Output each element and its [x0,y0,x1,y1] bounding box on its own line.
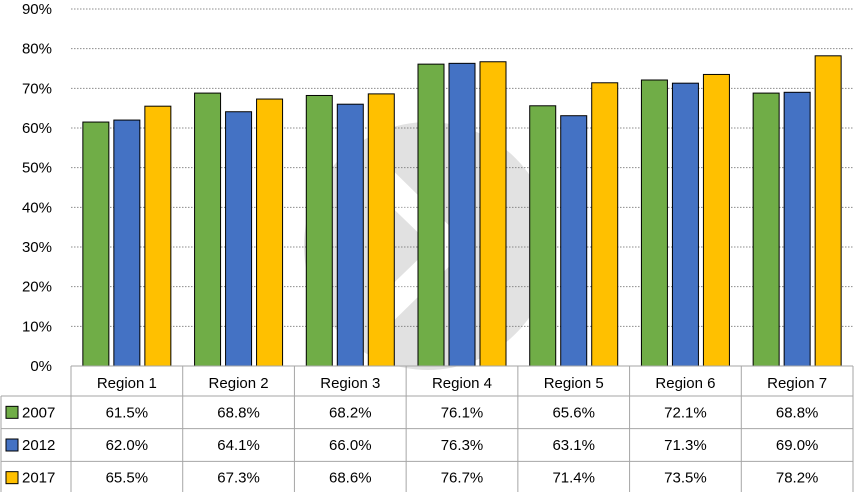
data-label: 72.1% [664,404,707,421]
y-tick-label: 60% [22,120,52,137]
bar-2007-3 [305,94,333,367]
legend-label: 2012 [22,437,55,454]
bar-2012-4 [448,62,476,367]
data-label: 76.3% [441,437,484,454]
bar-2007-6 [640,79,668,367]
category-label: Region 3 [320,375,380,392]
data-label: 76.7% [441,470,484,487]
data-label: 66.0% [329,437,372,454]
y-tick-label: 50% [22,160,52,177]
bar-2012-7 [783,91,811,367]
bar-2017-5 [591,82,619,367]
bar-2017-4 [479,61,507,367]
y-tick-label: 90% [22,1,52,18]
category-label: Region 1 [97,375,157,392]
bar-2017-1 [144,105,172,367]
bar-2017-3 [367,93,395,367]
data-label: 68.8% [217,404,260,421]
bar-2017-7 [814,55,842,367]
category-label: Region 5 [544,375,604,392]
data-label: 69.0% [776,437,819,454]
data-label: 71.4% [552,470,595,487]
data-label: 65.6% [552,404,595,421]
data-label: 62.0% [106,437,149,454]
data-label: 63.1% [552,437,595,454]
data-label: 73.5% [664,470,707,487]
data-label: 78.2% [776,470,819,487]
y-tick-label: 40% [22,199,52,216]
y-axis: 0% 10% 20% 30% 40% 50% 60% 70% 80% 90% [22,1,52,375]
legend-label: 2007 [22,404,55,421]
bar-2007-7 [752,92,780,367]
data-label: 68.6% [329,470,372,487]
category-label: Region 4 [432,375,492,392]
data-label: 68.8% [776,404,819,421]
category-label: Region 2 [209,375,269,392]
bar-2012-1 [113,119,141,367]
bar-2007-4 [417,63,445,367]
legend-label: 2017 [22,470,55,487]
y-tick-label: 30% [22,239,52,256]
y-tick-label: 20% [22,279,52,296]
bar-2017-2 [256,98,284,367]
data-label: 64.1% [217,437,260,454]
data-table: Region 1 Region 2 Region 3 Region 4 Region 5… [0,365,854,492]
legend-swatch-2017 [5,471,19,485]
bars [82,55,842,367]
y-tick-label: 0% [30,358,52,375]
bar-2012-2 [225,111,253,367]
legend-swatch-2012 [5,438,19,452]
legend-swatch-2007 [5,405,19,419]
category-label: Region 7 [767,375,827,392]
bar-2012-5 [560,115,588,367]
bar-2007-1 [82,121,110,367]
category-label: Region 6 [655,375,715,392]
data-label: 76.1% [441,404,484,421]
watermark-arrow [372,150,470,342]
data-label: 61.5% [106,404,149,421]
data-label: 68.2% [329,404,372,421]
y-tick-label: 70% [22,80,52,97]
data-label: 67.3% [217,470,260,487]
data-label: 71.3% [664,437,707,454]
bar-2017-6 [702,73,730,367]
data-label: 65.5% [106,470,149,487]
bar-2012-3 [336,103,364,367]
y-tick-label: 10% [22,318,52,335]
bar-2012-6 [671,82,699,367]
bar-2007-2 [194,92,222,367]
y-tick-label: 80% [22,41,52,58]
bar-2007-5 [529,105,557,367]
